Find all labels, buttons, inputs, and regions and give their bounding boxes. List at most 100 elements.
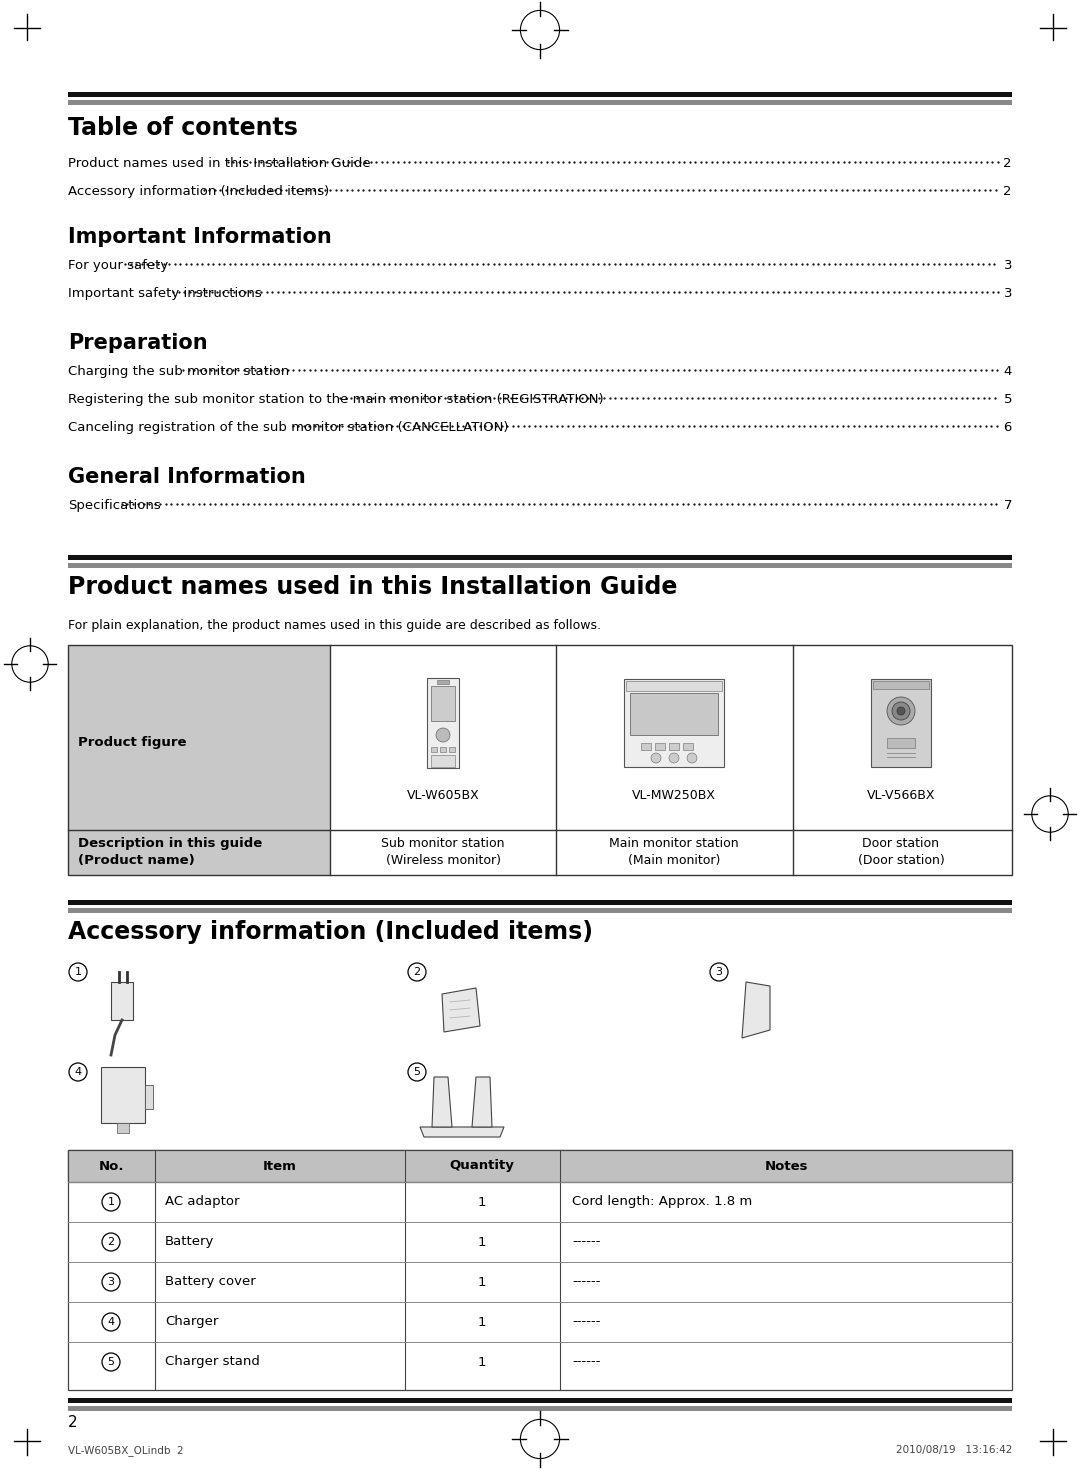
Text: 4: 4 [107, 1318, 114, 1327]
Bar [68, 908, 1012, 914]
Bar [427, 679, 459, 768]
Text: AC adaptor: AC adaptor [165, 1196, 240, 1209]
Bar [111, 981, 133, 1019]
Bar [449, 748, 455, 752]
Text: 3: 3 [715, 967, 723, 977]
Text: Battery: Battery [165, 1235, 214, 1249]
Polygon shape [420, 1127, 504, 1137]
Text: 5: 5 [1003, 394, 1012, 405]
Circle shape [669, 754, 679, 762]
Text: Registering the sub monitor station to the main monitor station (REGISTRATION): Registering the sub monitor station to t… [68, 394, 604, 405]
Polygon shape [442, 989, 480, 1033]
Circle shape [651, 754, 661, 762]
Text: 1: 1 [477, 1235, 486, 1249]
Text: For plain explanation, the product names used in this guide are described as fol: For plain explanation, the product names… [68, 618, 600, 632]
Circle shape [687, 754, 697, 762]
Bar [440, 748, 446, 752]
Text: 2010/08/19   13:16:42: 2010/08/19 13:16:42 [895, 1445, 1012, 1454]
Text: 5: 5 [414, 1066, 420, 1077]
Text: Accessory information (Included items): Accessory information (Included items) [68, 920, 593, 945]
Text: 2: 2 [414, 967, 420, 977]
Bar [437, 680, 449, 685]
Bar [102, 1066, 145, 1122]
Text: Charger: Charger [165, 1316, 218, 1328]
Text: Important safety instructions: Important safety instructions [68, 286, 261, 300]
Bar [431, 748, 437, 752]
Text: Charger stand: Charger stand [165, 1356, 260, 1369]
Circle shape [892, 702, 910, 720]
Bar [68, 555, 1012, 560]
Text: 2: 2 [68, 1415, 78, 1429]
Bar [68, 645, 1012, 876]
Bar [68, 900, 1012, 905]
Text: Charging the sub monitor station: Charging the sub monitor station [68, 364, 289, 378]
Text: ------: ------ [572, 1316, 600, 1328]
Bar [887, 737, 915, 748]
Text: Door station
(Door station): Door station (Door station) [858, 837, 944, 867]
Text: 1: 1 [477, 1316, 486, 1328]
Text: VL-W605BX_OLindb  2: VL-W605BX_OLindb 2 [68, 1445, 184, 1456]
Bar [68, 100, 1012, 104]
Text: Product names used in this Installation Guide: Product names used in this Installation … [68, 157, 370, 170]
Bar [630, 693, 718, 734]
Text: ------: ------ [572, 1356, 600, 1369]
Circle shape [897, 707, 905, 715]
Text: 1: 1 [477, 1196, 486, 1209]
Polygon shape [432, 1077, 453, 1127]
Text: 2: 2 [1003, 157, 1012, 170]
Bar [431, 755, 455, 767]
Text: Product names used in this Installation Guide: Product names used in this Installation … [68, 574, 677, 599]
Text: Table of contents: Table of contents [68, 116, 298, 140]
Text: No.: No. [98, 1159, 124, 1172]
Text: 7: 7 [1003, 499, 1012, 513]
Text: ------: ------ [572, 1235, 600, 1249]
Bar [68, 563, 1012, 569]
Text: 6: 6 [1003, 422, 1012, 433]
Text: VL-V566BX: VL-V566BX [867, 789, 935, 802]
Text: Accessory information (Included items): Accessory information (Included items) [68, 185, 329, 198]
Polygon shape [472, 1077, 492, 1127]
Bar [624, 679, 724, 767]
Bar [68, 1406, 1012, 1412]
Bar [117, 1122, 129, 1133]
Circle shape [436, 729, 450, 742]
Text: Battery cover: Battery cover [165, 1275, 256, 1288]
Text: 1: 1 [75, 967, 81, 977]
Text: 1: 1 [108, 1197, 114, 1208]
Text: 1: 1 [477, 1356, 486, 1369]
Bar [68, 645, 330, 876]
Text: 3: 3 [1003, 286, 1012, 300]
Text: Canceling registration of the sub monitor station (CANCELLATION): Canceling registration of the sub monito… [68, 422, 509, 433]
Bar [873, 682, 929, 689]
Text: VL-MW250BX: VL-MW250BX [632, 789, 716, 802]
Bar [626, 682, 723, 690]
Bar [68, 93, 1012, 97]
Bar [654, 743, 665, 751]
Bar [145, 1086, 153, 1109]
Text: ------: ------ [572, 1275, 600, 1288]
Text: Quantity: Quantity [449, 1159, 514, 1172]
Bar [431, 686, 455, 721]
Text: For your safety: For your safety [68, 259, 168, 272]
Text: 4: 4 [75, 1066, 82, 1077]
Bar [68, 1150, 1012, 1183]
Text: Description in this guide
(Product name): Description in this guide (Product name) [78, 837, 262, 867]
Bar [870, 679, 931, 767]
Text: Notes: Notes [765, 1159, 808, 1172]
Text: Main monitor station
(Main monitor): Main monitor station (Main monitor) [609, 837, 739, 867]
Text: Preparation: Preparation [68, 333, 207, 353]
Bar [642, 743, 651, 751]
Text: 4: 4 [1003, 364, 1012, 378]
Text: Item: Item [264, 1159, 297, 1172]
Text: 3: 3 [1003, 259, 1012, 272]
Text: Product figure: Product figure [78, 736, 187, 749]
Text: 5: 5 [108, 1357, 114, 1368]
Bar [68, 1150, 1012, 1390]
Text: Cord length: Approx. 1.8 m: Cord length: Approx. 1.8 m [572, 1196, 753, 1209]
Text: 3: 3 [108, 1277, 114, 1287]
Text: 2: 2 [1003, 185, 1012, 198]
Bar [68, 1398, 1012, 1403]
Circle shape [887, 696, 915, 726]
Text: VL-W605BX: VL-W605BX [407, 789, 480, 802]
Bar [669, 743, 679, 751]
